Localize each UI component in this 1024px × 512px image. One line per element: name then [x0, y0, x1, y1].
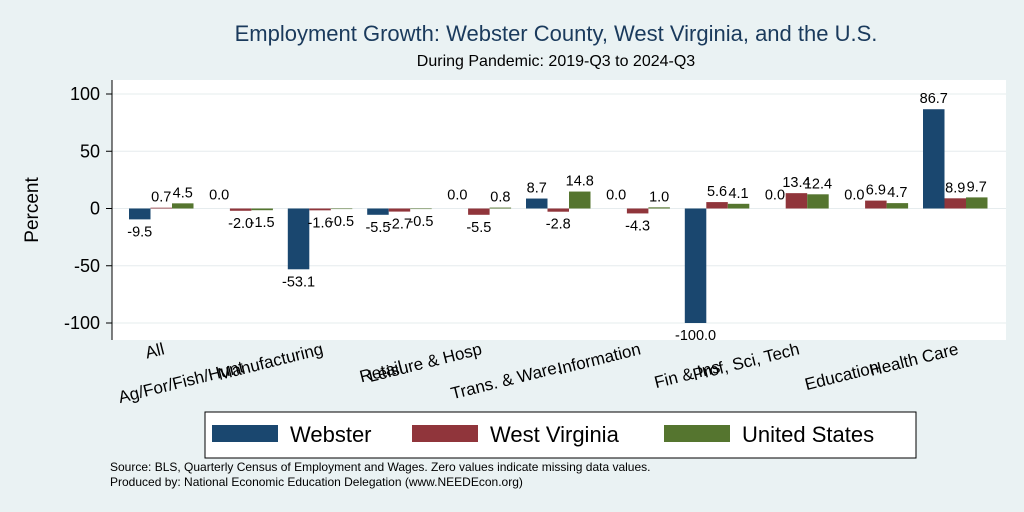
- bar-united-states: [489, 207, 512, 209]
- data-label: -5.5: [365, 220, 390, 236]
- bar-west-virginia: [785, 193, 808, 209]
- data-label: 13.4: [782, 175, 810, 191]
- source-note: Source: BLS, Quarterly Census of Employm…: [110, 460, 650, 474]
- category-label: Information: [556, 339, 643, 378]
- bar-west-virginia: [309, 208, 331, 211]
- data-label: 9.7: [967, 179, 987, 195]
- bar-united-states: [648, 207, 670, 209]
- data-label: 8.7: [527, 181, 547, 197]
- y-tick-label: 0: [90, 199, 100, 219]
- data-label: -2.8: [546, 217, 571, 233]
- bar-west-virginia: [944, 198, 966, 209]
- legend-label: Webster: [290, 422, 372, 447]
- data-label: 0.0: [447, 188, 467, 204]
- data-label: -0.5: [329, 214, 354, 230]
- data-label: -0.5: [408, 214, 433, 230]
- data-label: 0.0: [844, 188, 864, 204]
- data-label: 4.5: [173, 185, 193, 201]
- data-label: 0.0: [209, 188, 229, 204]
- data-label: 86.7: [920, 91, 948, 107]
- y-tick-label: 100: [70, 84, 100, 104]
- bar-west-virginia: [388, 208, 411, 212]
- bar-united-states: [410, 208, 432, 210]
- bar-united-states: [330, 208, 353, 210]
- bar-webster: [684, 208, 707, 323]
- legend-swatch: [664, 425, 730, 442]
- legend-box: [204, 411, 917, 459]
- data-label: -5.5: [466, 220, 491, 236]
- bar-united-states: [886, 203, 909, 209]
- bar-united-states: [807, 194, 829, 209]
- y-axis: 100 50 0 -50 -100: [64, 80, 113, 340]
- bar-west-virginia: [150, 207, 172, 209]
- bar-webster: [923, 109, 945, 209]
- bar-united-states: [251, 208, 273, 211]
- y-tick-label: -50: [74, 256, 100, 276]
- data-label: -53.1: [282, 274, 315, 290]
- data-labels: -9.50.7 4.5 0.0-2.0-1.5-53.1-1.6-0.5 -5.5-2…: [127, 91, 987, 344]
- y-axis-title: Percent: [22, 177, 43, 243]
- data-label: 0.7: [151, 190, 171, 206]
- data-label: -9.5: [127, 224, 152, 240]
- bar-united-states: [569, 191, 591, 209]
- legend: Webster West Virginia United States: [212, 422, 874, 447]
- data-label: 8.9: [945, 180, 965, 196]
- data-label: 4.7: [887, 185, 907, 201]
- data-label: 0.0: [765, 188, 785, 204]
- legend-swatch: [412, 425, 478, 442]
- data-label: 0.0: [606, 188, 626, 204]
- data-label: 6.9: [866, 183, 886, 199]
- data-label: -1.6: [308, 215, 333, 231]
- legend-swatch: [212, 425, 278, 442]
- bars: [129, 109, 988, 323]
- data-label: 14.8: [566, 174, 594, 190]
- bar-webster: [526, 198, 548, 209]
- bar-west-virginia: [468, 208, 490, 215]
- bar-united-states: [172, 203, 194, 209]
- y-tick-label: 50: [80, 141, 100, 161]
- chart-title: Employment Growth: Webster County, West …: [235, 21, 878, 46]
- data-label: 1.0: [649, 189, 669, 205]
- bar-west-virginia: [706, 202, 728, 209]
- data-label: 5.6: [707, 184, 727, 200]
- data-label: -100.0: [675, 328, 716, 344]
- category-label: Manufacturing: [216, 339, 325, 383]
- y-tick-label: -100: [64, 313, 100, 333]
- bar-west-virginia: [626, 208, 649, 214]
- category-label: Trans. & Ware.: [449, 357, 563, 403]
- data-label: -4.3: [625, 218, 650, 234]
- category-label: Leisure & Hosp: [366, 339, 483, 386]
- bar-west-virginia: [547, 208, 569, 212]
- bar-webster: [367, 208, 389, 215]
- bar-united-states: [727, 203, 750, 209]
- category-label: Health Care: [868, 339, 961, 379]
- produced-by-note: Produced by: National Economic Education…: [110, 475, 523, 489]
- data-label: 12.4: [804, 176, 832, 192]
- chart-subtitle: During Pandemic: 2019-Q3 to 2024-Q3: [417, 53, 695, 70]
- data-label: -1.5: [250, 215, 275, 231]
- data-label: -2.7: [387, 217, 412, 233]
- bar-webster: [287, 208, 310, 270]
- bar-west-virginia: [229, 208, 252, 211]
- legend-label: West Virginia: [490, 422, 620, 447]
- category-label: All: [143, 339, 166, 362]
- data-label: 4.1: [728, 186, 748, 202]
- data-label: 0.8: [490, 190, 510, 206]
- bar-united-states: [966, 197, 988, 209]
- bar-webster: [129, 208, 151, 220]
- data-label: -2.0: [228, 216, 253, 232]
- legend-label: United States: [742, 422, 874, 447]
- bar-west-virginia: [865, 200, 887, 209]
- category-label: Prof, Sci, Tech: [691, 339, 802, 384]
